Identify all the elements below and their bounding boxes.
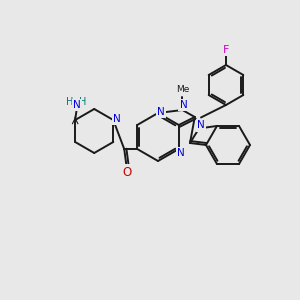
Text: H: H bbox=[80, 97, 87, 107]
Text: H: H bbox=[67, 97, 74, 107]
Text: Me: Me bbox=[176, 85, 189, 94]
Text: N: N bbox=[197, 121, 205, 130]
Text: N: N bbox=[73, 100, 81, 110]
Text: N: N bbox=[177, 148, 185, 158]
Text: N: N bbox=[179, 100, 187, 110]
Text: O: O bbox=[123, 166, 132, 178]
Text: F: F bbox=[223, 45, 229, 55]
Text: N: N bbox=[157, 107, 165, 117]
Text: N: N bbox=[113, 114, 121, 124]
